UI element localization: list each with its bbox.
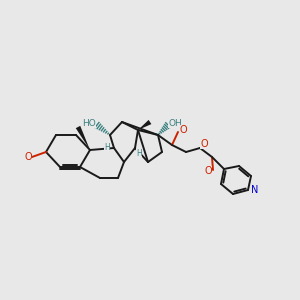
Text: O: O — [200, 139, 208, 149]
Polygon shape — [76, 126, 90, 150]
Text: H: H — [104, 142, 110, 152]
Text: N: N — [251, 185, 259, 195]
Text: HO: HO — [82, 118, 96, 127]
Text: O: O — [24, 152, 32, 162]
Text: OH: OH — [168, 118, 182, 127]
Text: O: O — [179, 125, 187, 135]
Polygon shape — [138, 120, 152, 130]
Text: H: H — [136, 148, 142, 158]
Text: O: O — [204, 166, 212, 176]
